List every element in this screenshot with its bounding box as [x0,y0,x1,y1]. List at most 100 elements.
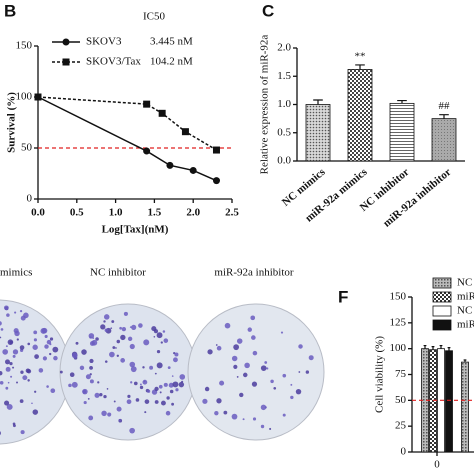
colony [116,406,122,412]
colony [138,323,143,328]
colony [231,355,238,362]
colony [160,400,166,406]
colony [207,349,213,355]
bar [445,350,453,453]
colony [242,372,248,378]
colony [12,422,16,426]
colony [115,347,117,349]
colony [27,342,31,346]
y-tick-label: 75 [395,368,407,380]
colony [109,351,115,358]
colony [250,315,256,321]
colony [260,404,267,411]
colony [97,381,100,384]
colony [224,322,231,329]
y-tick-label: 0.0 [277,155,291,167]
x-tick-label: 0.0 [31,207,45,219]
colony [0,328,4,331]
colony [0,321,2,326]
colony [149,365,154,370]
colony [156,350,161,354]
panel-label: F [338,287,348,306]
colony [154,372,157,375]
colony [19,345,25,350]
colony [242,418,245,421]
y-tick-label: 25 [395,420,407,432]
colony [156,332,163,339]
colony [174,352,179,357]
colony [295,388,302,395]
colony [171,375,174,377]
colony [104,328,108,332]
colony [33,330,38,335]
colony [290,383,293,386]
legend-swatch [432,319,452,331]
marker [34,93,42,101]
colony [50,388,56,394]
colony [0,380,4,385]
y-tick-label: 0 [27,193,33,205]
colony [32,409,39,415]
colony [139,383,142,386]
legend-swatch [432,291,452,303]
colony [252,417,257,421]
colony [89,340,95,346]
colony [19,309,23,313]
error-bar [447,347,451,351]
colony [223,410,228,415]
y-tick-label: 125 [390,316,407,328]
colony [5,366,11,372]
legend-ic50: 104.2 nM [150,56,193,68]
colony [25,368,31,373]
colony [260,424,265,429]
colony [123,311,128,316]
legend-label: SKOV3 [86,36,122,48]
colony [103,314,110,320]
legend-marker [62,38,70,46]
marker [166,161,174,169]
colony [139,385,144,390]
plate [187,303,325,441]
colony [46,339,52,345]
y-tick-label: 100 [16,91,33,103]
colony [0,336,2,339]
colony [49,337,54,341]
colony [89,358,94,364]
y-axis-label: Relative expression of miR-92a [259,35,271,175]
colony [121,327,127,332]
colony [87,397,90,400]
colony [44,334,48,339]
colony [178,381,185,388]
colony [20,315,26,321]
colony [130,366,137,373]
marker [212,146,220,154]
marker [143,147,151,155]
colony [175,388,179,392]
colony [2,349,9,355]
colony [89,366,93,370]
y-tick-label: 2.0 [277,42,291,54]
y-tick-label: 50 [21,142,33,154]
colony [231,413,238,420]
colony [156,362,163,369]
error-bar [439,344,443,349]
legend-label: NC [457,277,472,289]
error-bar [431,346,435,350]
colony [131,324,137,330]
bar [347,69,373,162]
colony [112,346,116,349]
colony [99,392,103,397]
colony [79,365,85,371]
y-axis-label: Cell viability (%) [374,336,386,413]
colony [236,376,239,378]
error-bar [439,114,449,119]
colony [269,427,272,430]
colony [10,375,13,378]
colony [12,366,15,369]
colony [129,361,136,368]
colony [4,359,10,365]
colony [52,346,59,353]
y-tick-label: 0.5 [277,126,291,138]
colony-images [0,299,325,445]
colony [32,344,38,350]
